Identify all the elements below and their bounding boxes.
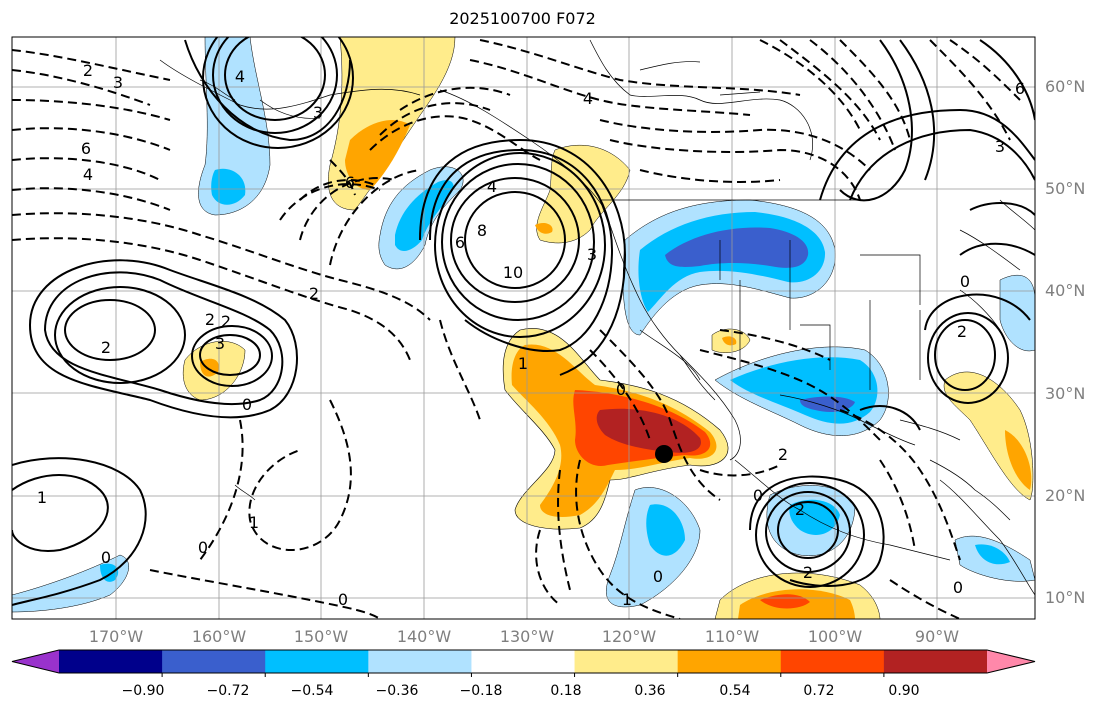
lon-label-110w: 110°W: [704, 627, 760, 646]
svg-text:4: 4: [487, 177, 497, 196]
svg-text:2: 2: [205, 310, 215, 329]
svg-text:2: 2: [778, 445, 788, 464]
svg-text:0: 0: [198, 538, 208, 557]
svg-text:0: 0: [338, 590, 348, 609]
svg-text:1: 1: [37, 488, 47, 507]
colorbar-tick-label: −0.36: [375, 683, 419, 699]
lon-label-90w: 90°W: [914, 627, 960, 646]
svg-text:0: 0: [960, 272, 970, 291]
svg-text:0: 0: [753, 486, 763, 505]
svg-text:6: 6: [455, 233, 465, 252]
colorbar-tick-label: −0.90: [121, 683, 165, 699]
colorbar-segment: [265, 650, 369, 673]
lon-label-130w: 130°W: [499, 627, 555, 646]
lat-label-60n: 60°N: [1045, 77, 1086, 96]
map-title: 2025100700 F072: [449, 9, 596, 28]
svg-text:1: 1: [249, 513, 259, 532]
svg-text:3: 3: [113, 73, 123, 92]
lon-label-140w: 140°W: [396, 627, 452, 646]
svg-text:2: 2: [221, 312, 231, 331]
svg-text:2: 2: [83, 61, 93, 80]
colorbar-segment: [471, 650, 576, 673]
svg-text:2: 2: [101, 338, 111, 357]
map-frame: [11, 36, 1036, 620]
svg-text:2: 2: [957, 322, 967, 341]
svg-text:6: 6: [1015, 79, 1025, 98]
lon-label-100w: 100°W: [807, 627, 863, 646]
svg-text:6: 6: [81, 139, 91, 158]
lat-label-20n: 20°N: [1045, 486, 1086, 505]
colorbar-tick-label: 0.54: [719, 683, 751, 699]
gridlines: [12, 37, 1035, 619]
svg-text:3: 3: [587, 245, 597, 264]
location-marker: [655, 445, 673, 463]
svg-text:3: 3: [313, 103, 323, 122]
colorbar-segment: [780, 650, 885, 673]
contours: [12, 37, 1035, 619]
lon-label-150w: 150°W: [293, 627, 349, 646]
contour-labels: 2 3 6 4 4 6 6 8 10 4 2 2 2 3 2 0 0 1 0 1…: [37, 61, 1025, 609]
colorbar-extend-low: [12, 650, 59, 673]
colorbar: [11, 649, 1036, 677]
colorbar-segment: [368, 650, 472, 673]
svg-text:3: 3: [215, 334, 225, 353]
lon-label-170w: 170°W: [88, 627, 144, 646]
colorbar-extend-high: [987, 650, 1035, 673]
svg-text:2: 2: [803, 563, 813, 582]
svg-text:10: 10: [503, 263, 523, 282]
colorbar-tick-label: 0.90: [888, 683, 920, 699]
colorbar-tick-label: −0.18: [459, 683, 503, 699]
svg-text:0: 0: [653, 567, 663, 586]
colorbar-tick-label: 0.36: [634, 683, 666, 699]
lon-label-160w: 160°W: [191, 627, 247, 646]
svg-text:8: 8: [477, 221, 487, 240]
colorbar-segment: [677, 650, 782, 673]
lat-label-50n: 50°N: [1045, 179, 1086, 198]
lat-label-40n: 40°N: [1045, 281, 1086, 300]
colorbar-tick-label: −0.72: [206, 683, 250, 699]
colorbar-tick-label: 0.72: [803, 683, 835, 699]
colorbar-outline: [11, 649, 1036, 674]
svg-text:0: 0: [953, 578, 963, 597]
svg-text:1: 1: [518, 354, 528, 373]
lon-label-120w: 120°W: [601, 627, 657, 646]
svg-text:0: 0: [101, 548, 111, 567]
svg-text:4: 4: [583, 89, 593, 108]
svg-text:4: 4: [83, 165, 93, 184]
colorbar-tick-label: −0.54: [290, 683, 334, 699]
svg-text:0: 0: [616, 380, 626, 399]
coastlines: [159, 39, 1035, 596]
svg-text:2: 2: [309, 284, 319, 303]
lat-label-10n: 10°N: [1045, 588, 1086, 607]
colorbar-segment: [883, 650, 988, 673]
svg-text:4: 4: [235, 67, 245, 86]
svg-text:2: 2: [795, 500, 805, 519]
lat-label-30n: 30°N: [1045, 384, 1086, 403]
colorbar-tick-label: 0.18: [550, 683, 582, 699]
colorbar-segment: [162, 650, 266, 673]
colorbar-segment: [574, 650, 679, 673]
svg-text:6: 6: [345, 173, 355, 192]
svg-text:0: 0: [242, 395, 252, 414]
colorbar-segment: [59, 650, 163, 673]
svg-text:3: 3: [995, 137, 1005, 156]
svg-text:1: 1: [622, 590, 632, 609]
